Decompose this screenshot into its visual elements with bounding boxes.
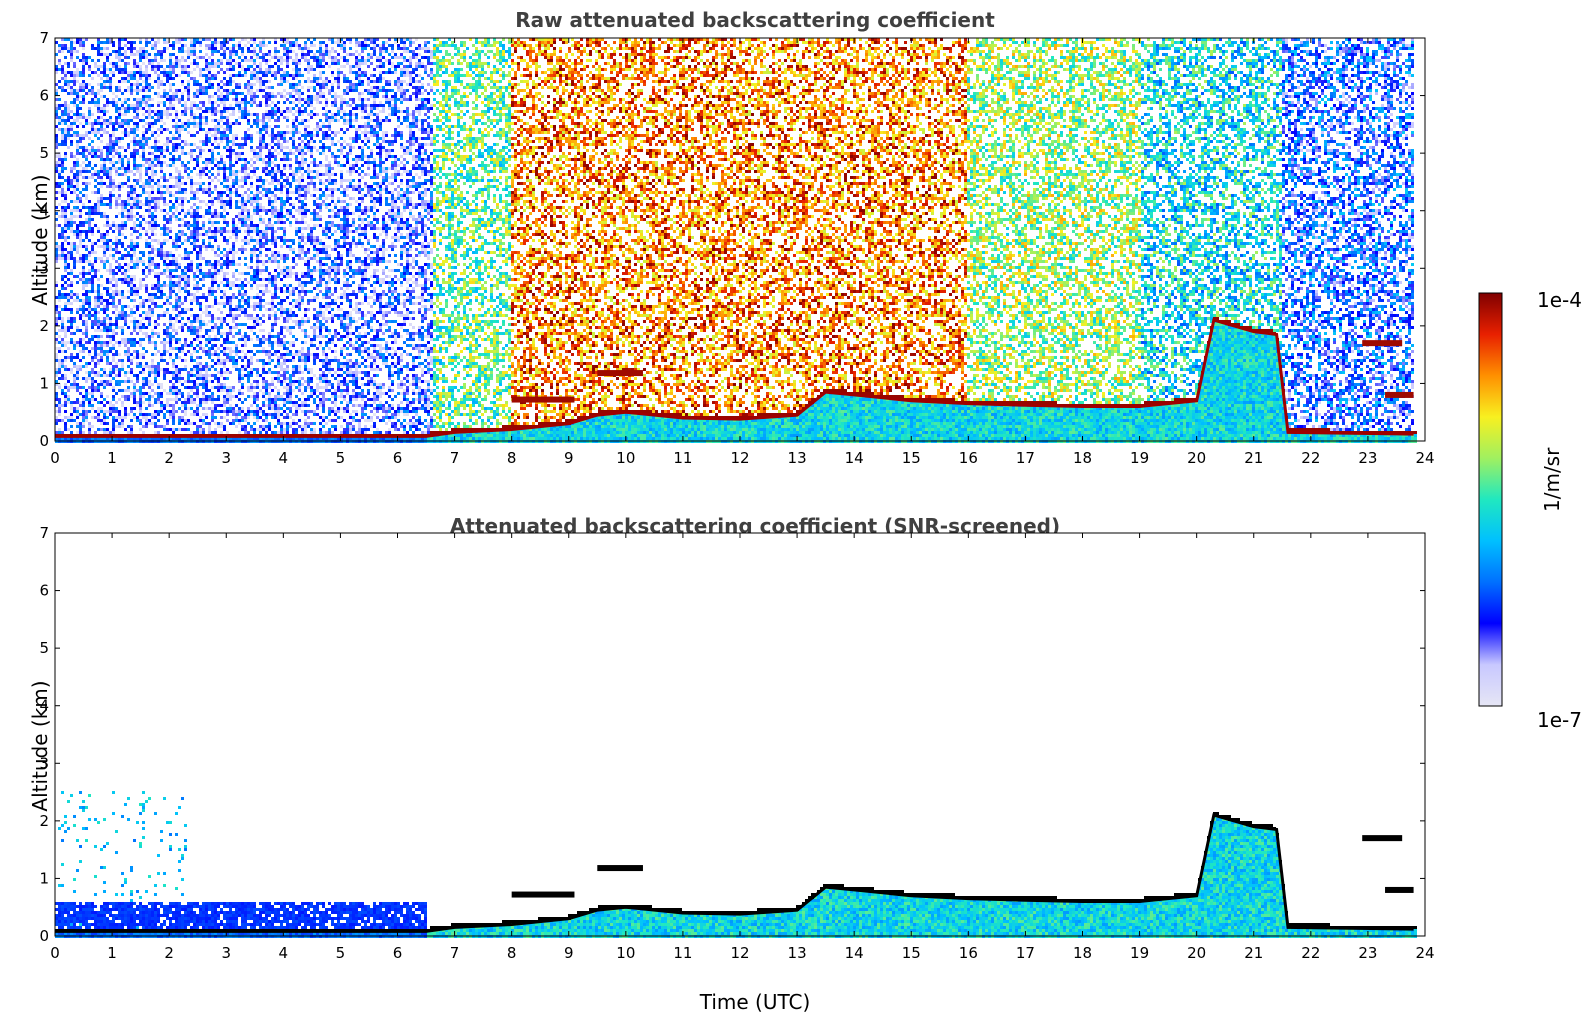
x-tick-label: 23 [1358,449,1377,467]
x-tick-label: 9 [564,449,574,467]
x-tick-label: 8 [507,944,517,962]
x-tick-label: 16 [959,449,978,467]
y-tick-label: 4 [39,202,49,220]
x-tick-label: 5 [336,449,346,467]
y-tick-label: 6 [39,582,49,600]
x-tick-label: 13 [788,944,807,962]
colorbar-min-label: 1e-7 [1537,708,1582,732]
cloud-layer [1362,835,1403,842]
y-tick-label: 4 [39,697,49,715]
y-tick-label: 7 [39,29,49,47]
boundary-layer-line [55,318,1414,438]
x-tick-label: 1 [107,944,117,962]
x-tick-label: 19 [1130,449,1149,467]
x-tick-label: 15 [902,449,921,467]
y-tick-label: 6 [39,87,49,105]
x-tick-label: 21 [1244,944,1263,962]
y-tick-label: 5 [39,639,49,657]
cloud-layer [1385,391,1414,398]
cloud-layer [597,370,643,377]
x-tick-label: 21 [1244,449,1263,467]
cloud-layer [511,396,575,403]
x-tick-label: 0 [50,449,60,467]
x-tick-label: 22 [1301,944,1320,962]
x-tick-label: 9 [564,944,574,962]
x-tick-label: 1 [107,449,117,467]
x-tick-label: 19 [1130,944,1149,962]
x-tick-label: 10 [616,944,635,962]
colorbar-max-label: 1e-4 [1537,288,1582,312]
x-tick-label: 20 [1187,944,1206,962]
x-tick-label: 23 [1358,944,1377,962]
x-tick-label: 11 [673,449,692,467]
x-tick-label: 0 [50,944,60,962]
x-tick-label: 13 [788,449,807,467]
boundary-layer-line [55,813,1414,933]
colorbar [1478,292,1503,707]
x-tick-label: 3 [221,449,231,467]
x-tick-label: 5 [336,944,346,962]
x-tick-label: 2 [164,944,174,962]
x-tick-label: 15 [902,944,921,962]
cloud-layer [597,865,643,872]
top-chart-title: Raw attenuated backscattering coefficien… [55,8,1455,32]
colorbar-unit-label: 1/m/sr [1540,448,1564,512]
x-tick-label: 16 [959,944,978,962]
y-tick-label: 3 [39,259,49,277]
y-tick-label: 5 [39,144,49,162]
x-tick-label: 14 [845,944,864,962]
x-tick-label: 17 [1016,449,1035,467]
x-tick-label: 10 [616,449,635,467]
x-tick-label: 6 [393,944,403,962]
bottom-heatmap-panel: 0 1 2 3 4 5 6 7 8 9 10 11 12 13 14 15 16 17 18 19 20 21 22 23 24… [39,524,1434,962]
x-axis-label: Time (UTC) [55,990,1455,1014]
x-tick-label: 17 [1016,944,1035,962]
x-tick-label: 11 [673,944,692,962]
x-tick-label: 6 [393,449,403,467]
colorbar-bar [1478,292,1503,707]
top-heatmap-panel: 0 1 2 3 4 5 6 7 8 9 10 11 12 13 14 15 16 17 18 19 20 21 22 23 24… [39,29,1434,467]
y-tick-label: 2 [39,317,49,335]
x-tick-label: 12 [730,944,749,962]
y-tick-label: 0 [39,432,49,450]
y-tick-label: 0 [39,927,49,945]
x-tick-label: 24 [1415,449,1434,467]
x-tick-label: 8 [507,449,517,467]
x-tick-label: 2 [164,449,174,467]
x-tick-label: 18 [1073,449,1092,467]
x-tick-label: 3 [221,944,231,962]
plot-background [55,533,1425,936]
x-tick-label: 14 [845,449,864,467]
x-tick-label: 4 [279,449,289,467]
y-tick-label: 7 [39,524,49,542]
y-tick-label: 2 [39,812,49,830]
y-tick-label: 3 [39,754,49,772]
x-tick-label: 7 [450,449,460,467]
cloud-layer [1362,340,1403,347]
y-tick-label: 1 [39,869,49,887]
cloud-layer [511,891,575,898]
x-tick-label: 12 [730,449,749,467]
x-tick-label: 4 [279,944,289,962]
cloud-layer [1385,886,1414,893]
y-tick-label: 1 [39,374,49,392]
x-tick-label: 18 [1073,944,1092,962]
x-tick-label: 22 [1301,449,1320,467]
x-tick-label: 7 [450,944,460,962]
x-tick-label: 20 [1187,449,1206,467]
x-tick-label: 24 [1415,944,1434,962]
